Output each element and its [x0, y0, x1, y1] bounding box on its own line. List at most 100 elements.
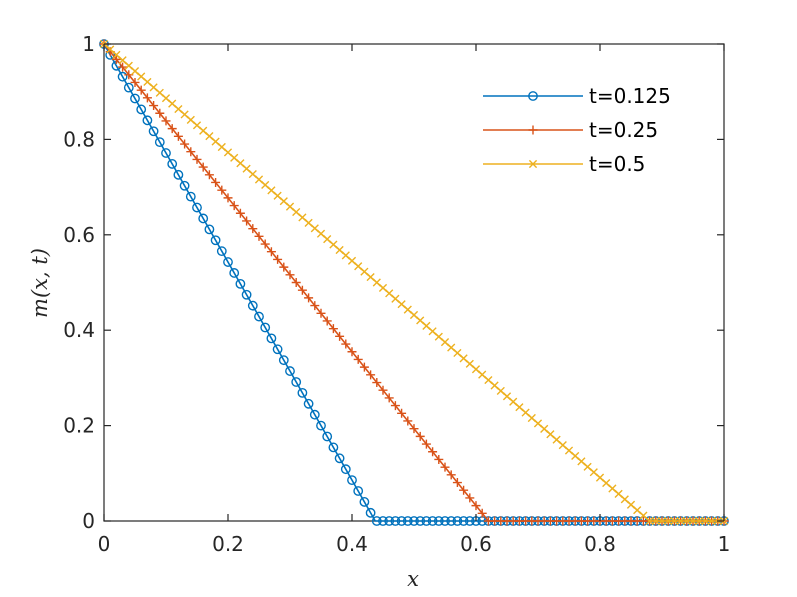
data-point	[310, 301, 320, 311]
x-tick-label: 1	[718, 532, 731, 556]
y-tick-label: 0	[82, 509, 95, 533]
data-point	[322, 316, 332, 326]
data-point	[347, 475, 357, 486]
data-point	[211, 177, 221, 187]
data-point	[242, 216, 252, 226]
legend-marker	[528, 125, 538, 135]
y-axis-label: m(x, t)	[28, 248, 52, 318]
x-tick-label: 0.2	[212, 532, 244, 556]
data-point	[291, 278, 301, 287]
data-point	[664, 516, 673, 526]
data-point	[695, 516, 704, 526]
data-point	[359, 497, 370, 507]
data-point	[118, 62, 128, 72]
data-point	[316, 420, 326, 431]
data-point	[309, 409, 320, 420]
data-point	[371, 516, 382, 526]
data-point	[204, 224, 215, 235]
data-point	[278, 355, 289, 366]
data-point	[142, 115, 153, 126]
data-point	[185, 191, 196, 202]
series-layer	[99, 39, 729, 526]
legend-label: t=0.125	[589, 84, 671, 108]
data-point	[254, 311, 264, 322]
axes-frame	[103, 43, 725, 522]
data-point	[347, 347, 357, 357]
data-point	[428, 447, 438, 457]
data-point	[390, 401, 400, 411]
data-point	[651, 516, 660, 526]
data-point	[440, 516, 450, 526]
series-t=0.25	[99, 39, 729, 526]
data-point	[334, 453, 345, 464]
data-point	[477, 508, 487, 518]
y-tick-label: 0.6	[63, 223, 95, 247]
data-point	[378, 385, 388, 395]
data-point	[403, 416, 413, 426]
data-point	[707, 516, 716, 526]
data-point	[223, 257, 233, 267]
data-point	[682, 516, 691, 526]
data-point	[179, 180, 190, 191]
x-axis-label: x	[407, 567, 419, 591]
x-tick-label: 0	[98, 532, 111, 556]
data-point	[353, 486, 364, 496]
data-point	[217, 185, 227, 195]
y-tick-label: 1	[82, 32, 95, 56]
data-point	[229, 268, 240, 278]
legend-label: t=0.25	[589, 118, 658, 142]
data-point	[136, 104, 147, 115]
data-point	[316, 308, 326, 318]
data-point	[335, 331, 345, 341]
legend-entry: t=0.5	[483, 152, 645, 176]
data-point	[452, 516, 463, 526]
data-point	[452, 478, 462, 488]
data-point	[670, 516, 679, 526]
data-point	[688, 516, 698, 526]
legend-marker	[528, 159, 538, 169]
data-point	[123, 82, 134, 93]
data-point	[384, 516, 395, 526]
data-point	[304, 293, 314, 303]
y-tick-label: 0.8	[63, 127, 95, 151]
data-point	[149, 101, 159, 111]
data-point	[260, 322, 271, 333]
data-point	[235, 208, 245, 218]
data-point	[446, 516, 457, 526]
data-point	[409, 424, 419, 434]
data-point	[272, 344, 283, 355]
plot-area-box	[103, 43, 725, 522]
data-point	[210, 235, 221, 246]
data-point	[266, 333, 277, 344]
data-point	[167, 124, 177, 134]
data-point	[446, 470, 456, 480]
data-point	[303, 398, 314, 409]
legend-entry: t=0.25	[483, 118, 658, 142]
data-point	[117, 71, 128, 82]
y-tick-label: 0.2	[63, 414, 95, 438]
data-point	[254, 231, 264, 241]
data-point	[366, 370, 376, 380]
data-point	[241, 289, 252, 300]
data-point	[458, 516, 469, 526]
data-point	[167, 159, 178, 169]
data-point	[285, 366, 295, 376]
data-point	[248, 224, 258, 234]
data-point	[148, 126, 159, 137]
data-point	[273, 254, 283, 264]
data-point	[247, 300, 258, 311]
data-point	[440, 462, 450, 472]
data-point	[155, 108, 165, 118]
data-point	[390, 516, 401, 526]
data-point	[130, 93, 140, 104]
data-point	[192, 154, 202, 164]
data-point	[421, 516, 432, 526]
series-t=0.5	[99, 39, 729, 526]
ticks-layer: 0 0.2 0.4 0.6 0.8 1 0 0.2 0.4 0.6 0.8 1	[63, 32, 730, 556]
data-point	[421, 439, 431, 449]
data-point	[192, 202, 202, 213]
data-point	[409, 516, 419, 526]
legend-entry: t=0.125	[483, 84, 671, 108]
data-point	[173, 169, 184, 180]
